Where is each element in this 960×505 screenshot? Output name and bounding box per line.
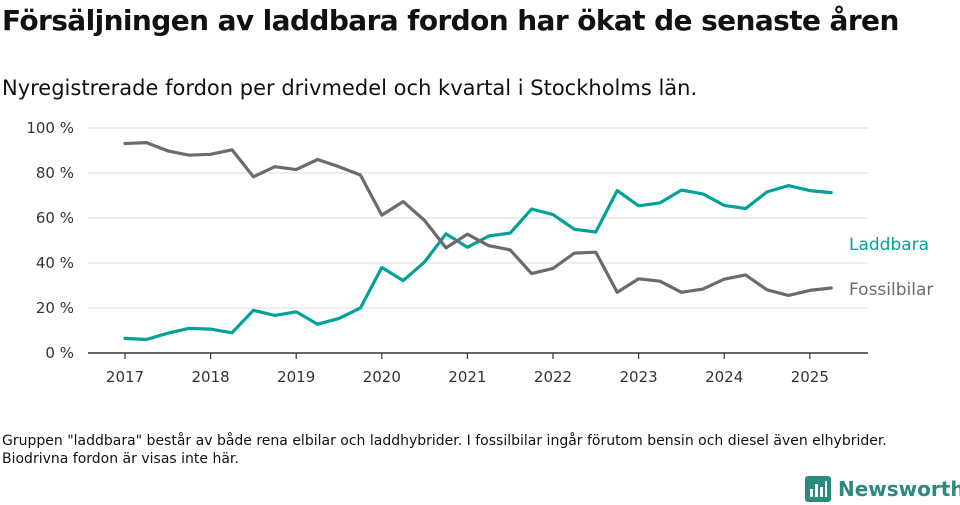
y-tick-label: 100 % (26, 119, 74, 137)
brand-name: Newsworthy (838, 477, 960, 501)
y-axis-ticks: 0 % 20 % 40 % 60 % 80 % 100 % (26, 119, 74, 362)
y-gridlines (88, 127, 868, 309)
x-tick-label: 2020 (363, 368, 401, 386)
series-label-fossilbilar: Fossilbilar (849, 280, 933, 300)
y-tick-label: 20 % (36, 299, 74, 317)
x-tick-label: 2023 (620, 368, 658, 386)
x-axis: 2017 2018 2019 2020 2021 2022 2023 2024 2025 (88, 352, 868, 386)
series-labels: Laddbara Fossilbilar (849, 235, 933, 300)
y-tick-label: 80 % (36, 164, 74, 182)
x-tick-label: 2018 (192, 368, 230, 386)
chart-subtitle: Nyregistrerade fordon per drivmedel och … (2, 76, 698, 100)
chart-title: Försäljningen av laddbara fordon har öka… (2, 4, 899, 37)
y-tick-label: 0 % (45, 344, 74, 362)
x-tick-label: 2024 (705, 368, 743, 386)
x-tick-label: 2025 (791, 368, 829, 386)
y-tick-label: 40 % (36, 254, 74, 272)
series-line-fossilbilar (123, 141, 833, 297)
series-label-laddbara: Laddbara (849, 235, 929, 255)
y-tick-label: 60 % (36, 209, 74, 227)
bar-chart-icon (805, 476, 831, 502)
x-tick-label: 2022 (534, 368, 572, 386)
x-tick-label: 2019 (277, 368, 315, 386)
x-tick-label: 2017 (106, 368, 144, 386)
x-tick-label: 2021 (448, 368, 486, 386)
series-lines (123, 141, 833, 342)
line-chart: 0 % 20 % 40 % 60 % 80 % 100 % 2017 2018 2019 202… (26, 119, 933, 386)
footnote: Gruppen "laddbara" består av både rena e… (2, 433, 887, 467)
newsworthy-logo: Newsworthy (805, 476, 960, 502)
